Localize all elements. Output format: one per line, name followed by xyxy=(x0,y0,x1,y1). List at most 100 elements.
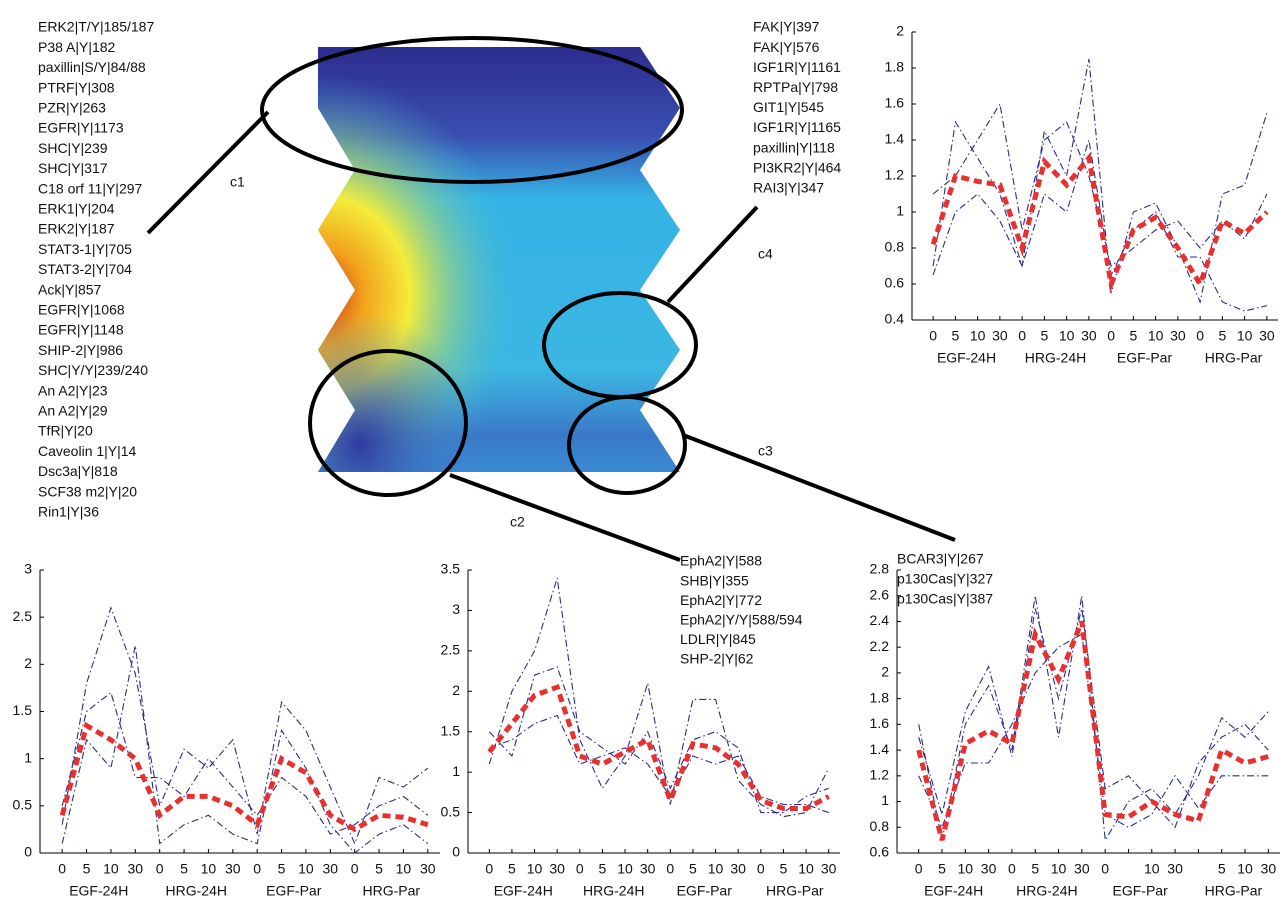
y-tick-label: 3 xyxy=(452,601,460,617)
x-tick-label: 5 xyxy=(1218,861,1226,877)
member-label: An A2|Y|29 xyxy=(38,403,108,419)
x-tick-label: 10 xyxy=(1144,861,1160,877)
member-label: IGF1R|Y|1161 xyxy=(753,59,841,75)
member-label: EphA2|Y|772 xyxy=(680,592,762,608)
y-tick-label: 1.2 xyxy=(885,167,905,183)
group-label: EGF-24H xyxy=(924,883,983,899)
x-tick-label: 0 xyxy=(1008,861,1016,877)
group-label: EGF-Par xyxy=(266,883,322,899)
x-tick-label: 5 xyxy=(278,861,286,877)
member-label: SHP-2|Y|62 xyxy=(680,651,754,667)
group-label: HRG-Par xyxy=(766,883,824,899)
member-label: FAK|Y|576 xyxy=(753,39,820,55)
series-line xyxy=(918,595,1269,842)
cluster-label: c2 xyxy=(510,514,525,530)
x-tick-label: 5 xyxy=(1031,861,1039,877)
x-tick-label: 10 xyxy=(1059,328,1075,344)
y-tick-label: 2.4 xyxy=(870,612,890,628)
member-label: EphA2|Y|588 xyxy=(680,553,762,569)
member-label: Dsc3a|Y|818 xyxy=(38,463,118,479)
x-tick-label: 30 xyxy=(1081,328,1097,344)
x-tick-label: 5 xyxy=(180,861,188,877)
group-label: HRG-24H xyxy=(166,883,227,899)
y-tick-label: 0.5 xyxy=(13,797,33,813)
series-line xyxy=(916,620,1269,841)
member-label: GIT1|Y|545 xyxy=(753,99,824,115)
y-tick-label: 0.8 xyxy=(870,818,890,834)
member-label: STAT3-2|Y|704 xyxy=(38,261,132,277)
member-label: STAT3-1|Y|705 xyxy=(38,241,132,257)
member-label: Caveolin 1|Y|14 xyxy=(38,443,137,459)
x-tick-label: 0 xyxy=(351,861,359,877)
series-line xyxy=(930,152,1269,293)
series-line xyxy=(487,683,830,811)
x-tick-label: 0 xyxy=(915,861,923,877)
x-tick-label: 30 xyxy=(1170,328,1186,344)
y-tick-label: 1 xyxy=(24,749,32,765)
x-tick-label: 5 xyxy=(83,861,91,877)
member-label: SHC|Y|317 xyxy=(38,160,108,176)
x-tick-label: 30 xyxy=(323,861,339,877)
group-label: HRG-24H xyxy=(1025,350,1086,366)
member-label: paxillin|Y|118 xyxy=(753,139,835,155)
member-label: RPTPa|Y|798 xyxy=(753,79,838,95)
member-label: TfR|Y|20 xyxy=(38,423,93,439)
member-label: LDLR|Y|845 xyxy=(680,631,756,647)
y-tick-label: 2 xyxy=(881,664,889,680)
x-tick-label: 0 xyxy=(485,861,493,877)
member-label: P38 A|Y|182 xyxy=(38,39,116,55)
x-tick-label: 0 xyxy=(1101,861,1109,877)
x-tick-label: 30 xyxy=(549,861,565,877)
y-tick-label: 1.8 xyxy=(870,689,890,705)
y-tick-label: 2.6 xyxy=(870,586,890,602)
y-tick-label: 1.5 xyxy=(13,702,33,718)
group-label: HRG-Par xyxy=(1205,883,1263,899)
group-label: EGF-Par xyxy=(1113,883,1169,899)
x-tick-label: 10 xyxy=(1237,328,1253,344)
x-tick-label: 5 xyxy=(1218,328,1226,344)
x-tick-label: 10 xyxy=(1237,861,1253,877)
y-tick-label: 1 xyxy=(881,792,889,808)
member-label: Rin1|Y|36 xyxy=(38,504,99,520)
member-label: RAI3|Y|347 xyxy=(753,180,824,196)
x-tick-label: 30 xyxy=(992,328,1008,344)
x-tick-label: 0 xyxy=(156,861,164,877)
x-tick-label: 10 xyxy=(970,328,986,344)
x-tick-label: 0 xyxy=(58,861,66,877)
member-label: paxillin|S/Y|84/88 xyxy=(38,59,146,75)
y-tick-label: 0.8 xyxy=(885,239,905,255)
x-tick-label: 0 xyxy=(1018,328,1026,344)
member-label: ERK2|T/Y|185/187 xyxy=(38,19,154,35)
group-label: EGF-Par xyxy=(1117,350,1173,366)
group-label: HRG-Par xyxy=(362,883,420,899)
member-label: p130Cas|Y|387 xyxy=(897,591,993,607)
series-line xyxy=(488,666,829,814)
member-label: An A2|Y|23 xyxy=(38,382,108,398)
x-tick-label: 10 xyxy=(201,861,217,877)
x-tick-label: 10 xyxy=(798,861,814,877)
y-tick-label: 2.8 xyxy=(870,561,890,577)
y-tick-label: 2.5 xyxy=(13,608,33,624)
x-tick-label: 5 xyxy=(508,861,516,877)
x-tick-label: 5 xyxy=(951,328,959,344)
x-tick-label: 10 xyxy=(957,861,973,877)
y-tick-label: 1.4 xyxy=(885,131,905,147)
cluster-label: c1 xyxy=(230,174,245,190)
x-tick-label: 0 xyxy=(576,861,584,877)
x-tick-label: 30 xyxy=(640,861,656,877)
member-label: EphA2|Y/Y|588/594 xyxy=(680,612,803,628)
series-line xyxy=(488,577,830,818)
member-label: SHIP-2|Y|986 xyxy=(38,342,123,358)
member-label: PTRF|Y|308 xyxy=(38,79,115,95)
x-tick-label: 0 xyxy=(1196,328,1204,344)
y-tick-label: 0.4 xyxy=(885,311,905,327)
x-tick-label: 0 xyxy=(929,328,937,344)
series-line xyxy=(932,139,1268,312)
member-label: EGFR|Y|1068 xyxy=(38,302,125,318)
x-tick-label: 10 xyxy=(396,861,412,877)
x-tick-label: 30 xyxy=(420,861,436,877)
y-tick-label: 2 xyxy=(452,682,460,698)
x-tick-label: 10 xyxy=(527,861,543,877)
x-tick-label: 5 xyxy=(689,861,697,877)
